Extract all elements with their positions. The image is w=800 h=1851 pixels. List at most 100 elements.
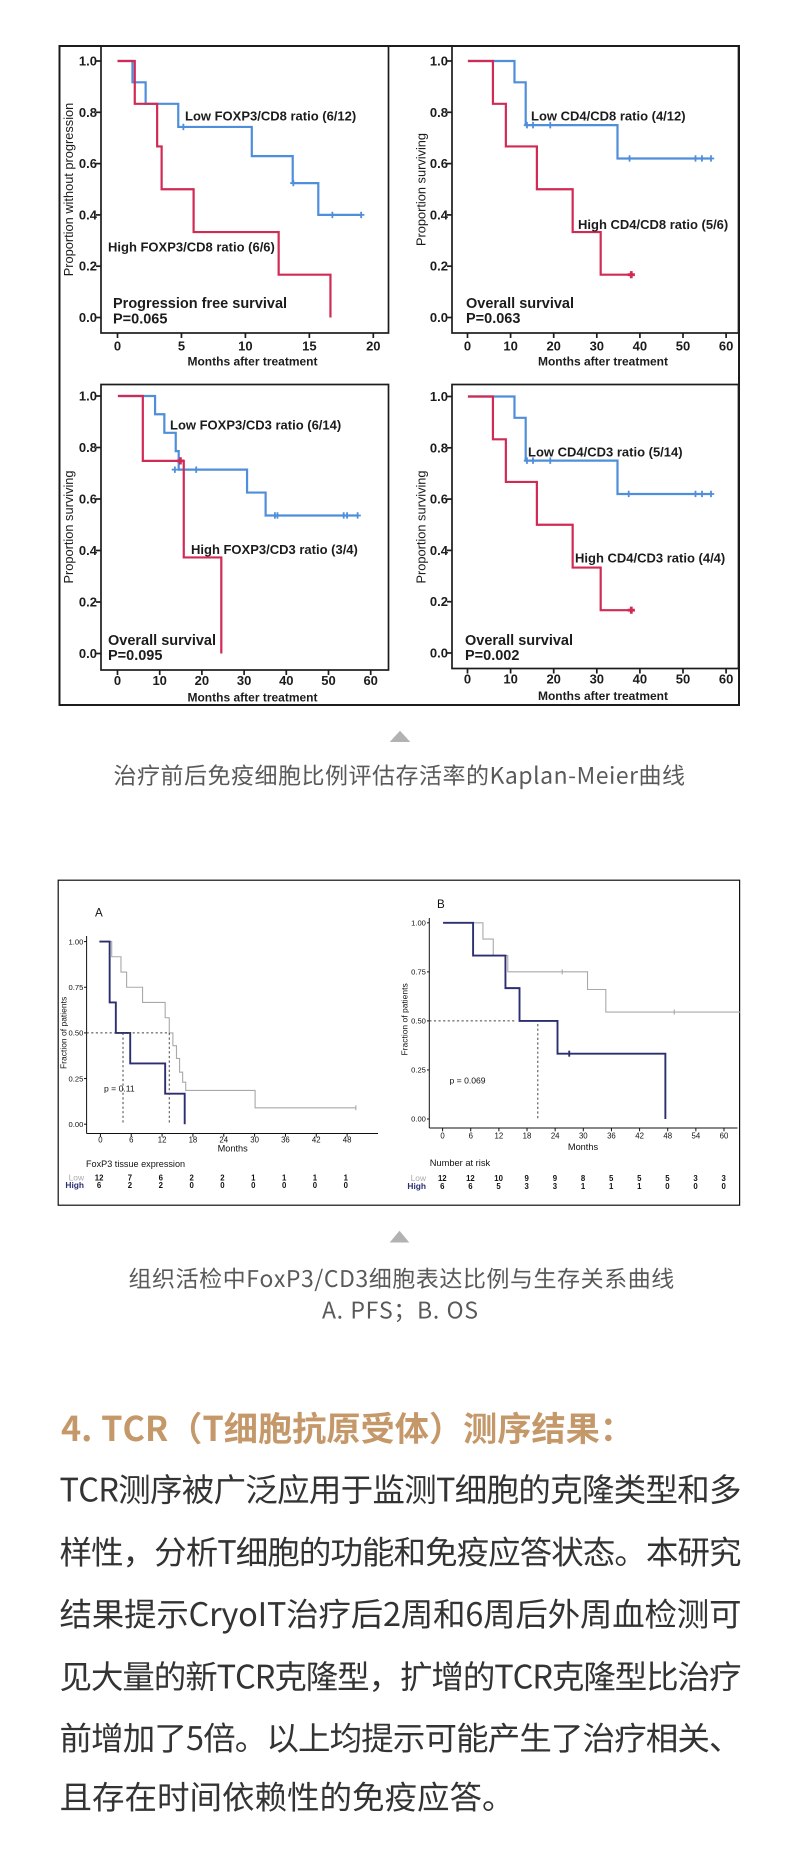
svg-text:1.00: 1.00 — [411, 919, 426, 928]
svg-text:High: High — [407, 1181, 426, 1191]
svg-text:40: 40 — [279, 673, 293, 688]
svg-text:0.6: 0.6 — [430, 492, 448, 507]
svg-text:20: 20 — [195, 673, 209, 688]
svg-text:0.2: 0.2 — [430, 259, 448, 274]
svg-text:6: 6 — [159, 1173, 164, 1182]
svg-text:0.2: 0.2 — [79, 259, 97, 274]
svg-text:0.00: 0.00 — [69, 1120, 84, 1129]
svg-text:0: 0 — [464, 339, 471, 354]
svg-text:0.2: 0.2 — [430, 594, 448, 609]
svg-text:1: 1 — [609, 1182, 614, 1191]
svg-text:Overall survival: Overall survival — [465, 633, 573, 649]
svg-text:Proportion surviving: Proportion surviving — [414, 133, 429, 246]
svg-text:0.75: 0.75 — [69, 983, 84, 992]
svg-text:12: 12 — [438, 1174, 447, 1183]
svg-text:7: 7 — [128, 1173, 132, 1182]
svg-text:Months: Months — [568, 1142, 599, 1152]
svg-text:20: 20 — [546, 339, 560, 354]
svg-text:0.00: 0.00 — [411, 1115, 426, 1124]
svg-text:20: 20 — [546, 672, 560, 687]
svg-text:5: 5 — [496, 1182, 501, 1191]
svg-text:0: 0 — [440, 1132, 445, 1141]
svg-text:5: 5 — [637, 1174, 642, 1183]
svg-text:0.4: 0.4 — [79, 207, 98, 222]
svg-text:48: 48 — [343, 1135, 352, 1144]
svg-text:P=0.063: P=0.063 — [466, 311, 520, 327]
svg-text:5: 5 — [665, 1174, 670, 1183]
svg-text:3: 3 — [693, 1174, 698, 1183]
svg-text:P=0.002: P=0.002 — [465, 648, 519, 664]
svg-text:30: 30 — [590, 339, 604, 354]
svg-text:40: 40 — [633, 672, 647, 687]
svg-text:20: 20 — [366, 339, 380, 354]
svg-text:8: 8 — [581, 1174, 586, 1183]
svg-text:1.0: 1.0 — [79, 389, 97, 404]
svg-text:2: 2 — [128, 1181, 133, 1190]
svg-text:0.2: 0.2 — [79, 595, 97, 610]
svg-text:30: 30 — [237, 673, 251, 688]
svg-text:0.50: 0.50 — [69, 1029, 84, 1038]
svg-text:50: 50 — [676, 672, 690, 687]
svg-text:18: 18 — [523, 1132, 532, 1141]
svg-text:0.8: 0.8 — [79, 105, 97, 120]
svg-text:Low: Low — [411, 1173, 427, 1183]
svg-text:Progression free survival: Progression free survival — [113, 296, 287, 312]
svg-text:0.0: 0.0 — [430, 310, 448, 325]
svg-text:5: 5 — [178, 339, 185, 354]
svg-text:P=0.065: P=0.065 — [113, 312, 167, 328]
svg-text:50: 50 — [676, 339, 690, 354]
svg-text:Fraction of patients: Fraction of patients — [400, 983, 410, 1055]
svg-text:1.0: 1.0 — [79, 54, 97, 69]
svg-text:0: 0 — [98, 1135, 103, 1144]
svg-text:1: 1 — [282, 1173, 287, 1182]
svg-text:60: 60 — [719, 339, 733, 354]
svg-text:Months after treatment: Months after treatment — [538, 689, 668, 703]
svg-text:10: 10 — [238, 339, 252, 354]
svg-text:50: 50 — [321, 673, 335, 688]
svg-text:0: 0 — [114, 339, 121, 354]
svg-text:P=0.095: P=0.095 — [108, 648, 162, 664]
svg-text:0: 0 — [344, 1181, 349, 1190]
svg-text:24: 24 — [219, 1135, 228, 1144]
svg-text:A: A — [95, 907, 103, 920]
svg-text:36: 36 — [607, 1132, 616, 1141]
svg-text:Low CD4/CD3 ratio (5/14): Low CD4/CD3 ratio (5/14) — [528, 445, 683, 460]
svg-text:6: 6 — [129, 1135, 133, 1144]
svg-text:60: 60 — [363, 673, 377, 688]
svg-text:2: 2 — [189, 1173, 194, 1182]
svg-text:60: 60 — [720, 1132, 729, 1141]
svg-text:Months after treatment: Months after treatment — [187, 691, 317, 705]
svg-text:B: B — [437, 898, 445, 911]
svg-text:High FOXP3/CD3 ratio (3/4): High FOXP3/CD3 ratio (3/4) — [191, 542, 358, 557]
svg-text:0.6: 0.6 — [79, 492, 97, 507]
svg-text:1.00: 1.00 — [69, 937, 84, 946]
svg-text:30: 30 — [590, 672, 604, 687]
svg-text:Low CD4/CD8 ratio (4/12): Low CD4/CD8 ratio (4/12) — [531, 109, 686, 124]
svg-text:0.25: 0.25 — [69, 1074, 84, 1083]
svg-text:0.50: 0.50 — [411, 1017, 426, 1026]
svg-text:54: 54 — [692, 1132, 701, 1141]
svg-text:0: 0 — [220, 1181, 225, 1190]
svg-text:0.75: 0.75 — [411, 968, 426, 977]
svg-text:2: 2 — [159, 1181, 164, 1190]
svg-text:12: 12 — [466, 1174, 475, 1183]
svg-text:Proportion surviving: Proportion surviving — [414, 470, 429, 583]
svg-text:0.0: 0.0 — [430, 646, 448, 661]
svg-text:0.8: 0.8 — [430, 105, 448, 120]
svg-text:1: 1 — [581, 1182, 586, 1191]
svg-text:High: High — [65, 1180, 84, 1190]
svg-text:5: 5 — [609, 1174, 614, 1183]
svg-text:High FOXP3/CD8 ratio (6/6): High FOXP3/CD8 ratio (6/6) — [108, 240, 275, 255]
svg-text:0.6: 0.6 — [79, 156, 97, 171]
svg-text:6: 6 — [468, 1182, 473, 1191]
svg-text:3: 3 — [525, 1182, 530, 1191]
svg-text:12: 12 — [158, 1135, 167, 1144]
svg-text:1: 1 — [344, 1173, 349, 1182]
svg-text:0: 0 — [693, 1182, 698, 1191]
svg-text:18: 18 — [189, 1135, 198, 1144]
svg-text:36: 36 — [281, 1135, 290, 1144]
svg-text:6: 6 — [97, 1181, 102, 1190]
svg-text:42: 42 — [312, 1135, 321, 1144]
svg-text:12: 12 — [495, 1132, 504, 1141]
svg-text:0.0: 0.0 — [79, 310, 97, 325]
